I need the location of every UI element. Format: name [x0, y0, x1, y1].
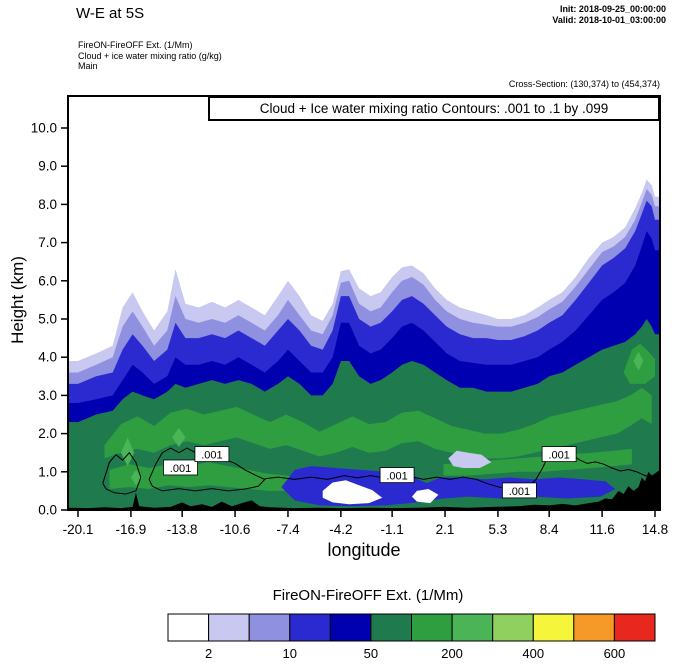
- blob-white-hole-1: [322, 480, 383, 505]
- blob-bright-green-spot-2: [130, 469, 143, 486]
- x-tick-label: -1.1: [380, 522, 403, 537]
- contour-line: [148, 447, 266, 492]
- x-tick-label: 14.8: [642, 522, 668, 537]
- colorbar-cell: [329, 613, 372, 642]
- contour-label: .001: [509, 486, 530, 498]
- contour-label: .001: [548, 450, 569, 462]
- y-tick-label: 0.0: [38, 503, 57, 518]
- init-time: Init: 2018-09-25_00:00:00: [559, 4, 666, 14]
- colorbar-cell: [451, 613, 494, 642]
- y-tick-label: 1.0: [38, 464, 57, 479]
- contour-label-box: [541, 446, 577, 463]
- colorbar-cell: [573, 613, 615, 642]
- blob-white-hole-2: [412, 489, 439, 504]
- model-line-domain: Main: [78, 61, 98, 71]
- y-tick-label: 8.0: [38, 197, 57, 212]
- y-tick-label: 7.0: [38, 235, 57, 250]
- contour-info-text: Cloud + Ice water mixing ratio Contours:…: [259, 101, 609, 116]
- x-tick-label: -10.6: [220, 522, 251, 537]
- y-tick-label: 6.0: [38, 273, 57, 288]
- contour-label: .001: [170, 463, 191, 475]
- blob-green-band-main: [104, 387, 652, 459]
- colorbar-cell: [167, 613, 210, 642]
- x-tick-label: -16.9: [116, 522, 147, 537]
- colorbar-tick-label: 10: [283, 646, 297, 661]
- terrain: [68, 469, 660, 510]
- colorbar-tick-label: 2: [205, 646, 212, 661]
- colorbar-cell: [492, 613, 534, 642]
- valid-time: Valid: 2018-10-01_03:00:00: [552, 15, 666, 25]
- x-tick-label: 8.4: [540, 522, 559, 537]
- colorbar-tick-label: 200: [441, 646, 463, 661]
- colorbar-cell: [208, 613, 250, 642]
- contour-label-box: [163, 459, 198, 476]
- contour-line: [102, 451, 142, 495]
- y-tick-label: 4.0: [38, 350, 57, 365]
- colorbar-cell: [289, 613, 331, 642]
- model-line-ext: FireON-FireOFF Ext. (1/Mm): [78, 40, 193, 50]
- x-tick-label: -7.4: [276, 522, 300, 537]
- colorbar-cell: [370, 613, 412, 642]
- x-tick-label: 11.6: [589, 522, 614, 537]
- contour-label-box: [194, 446, 230, 463]
- blob-green-band-low-left: [109, 462, 303, 491]
- x-tick-label: -20.1: [63, 522, 94, 537]
- colorbar-tick-label: 600: [604, 646, 626, 661]
- y-axis-label: Height (km): [8, 256, 27, 344]
- colorbar-title: FireON-FireOFF Ext. (1/Mm): [272, 587, 464, 604]
- blob-lavender-spot-low: [448, 450, 492, 468]
- contour-info-box: Cloud + Ice water mixing ratio Contours:…: [208, 96, 660, 121]
- colorbar-tick-label: 400: [522, 646, 544, 661]
- y-tick-label: 10.0: [31, 121, 57, 136]
- blob-bright-green-spot-4: [633, 351, 644, 371]
- contour-label: .001: [201, 450, 222, 462]
- contour-label: .001: [386, 471, 407, 483]
- x-tick-label: 2.1: [436, 522, 455, 537]
- contour-label-box: [502, 482, 537, 499]
- contour-label-box: [379, 467, 415, 484]
- run-times: Init: 2018-09-25_00:00:00 Valid: 2018-10…: [552, 4, 666, 26]
- blob-bright-green-spot-3: [172, 427, 186, 447]
- y-tick-label: 5.0: [38, 312, 57, 327]
- cross-section-note: Cross-Section: (130,374) to (454,374): [508, 79, 660, 89]
- y-tick-label: 3.0: [38, 388, 57, 403]
- colorbar-cell: [613, 613, 656, 642]
- x-axis-label: longitude: [327, 540, 401, 560]
- colorbar-cell: [532, 613, 575, 642]
- y-tick-label: 9.0: [38, 159, 57, 174]
- colorbar-cell: [248, 613, 291, 642]
- x-tick-label: -13.8: [167, 522, 198, 537]
- page-title: W-E at 5S: [76, 5, 145, 22]
- blob-green-band-low-right: [443, 448, 632, 476]
- model-line-field: Cloud + ice water mixing ratio (g/kg): [78, 50, 222, 61]
- x-tick-label: 5.3: [489, 522, 508, 537]
- model-info: FireON-FireOFF Ext. (1/Mm) Cloud + ice w…: [78, 40, 222, 72]
- x-tick-label: -4.2: [329, 522, 352, 537]
- colorbar-cell: [411, 613, 453, 642]
- y-tick-label: 2.0: [38, 426, 57, 441]
- colorbar-tick-label: 50: [364, 646, 378, 661]
